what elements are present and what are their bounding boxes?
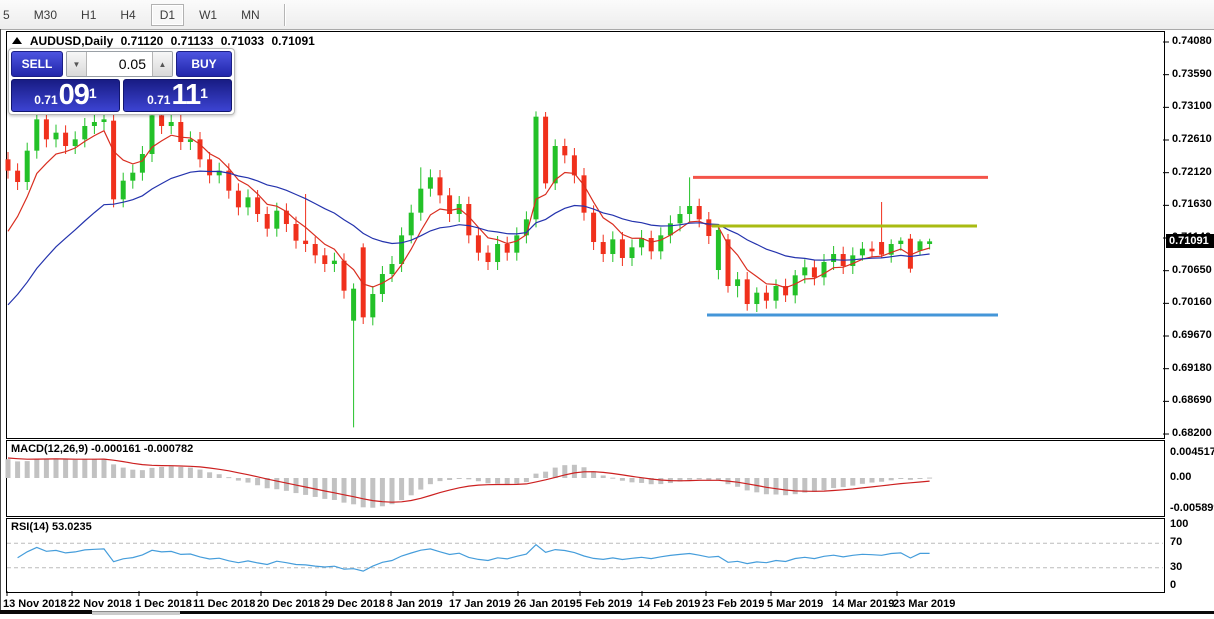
sell-button[interactable]: SELL	[11, 51, 63, 77]
volume-increase-button[interactable]: ▲	[152, 52, 172, 76]
sell-price-small: 0.71	[34, 93, 58, 107]
hscroll-segment-left[interactable]	[0, 610, 92, 614]
volume-input[interactable]	[87, 52, 152, 76]
symbol-period-label: AUDUSD,Daily	[29, 34, 114, 48]
macd-axis-label: 0.00	[1170, 471, 1192, 483]
price-axis-label: 0.68690	[1172, 394, 1212, 407]
macd-signal-value: -0.000782	[143, 443, 194, 455]
price-axis-label: 0.69180	[1172, 361, 1212, 374]
current-price-tag: 0.71091	[1166, 234, 1214, 249]
symbol-expand-icon[interactable]	[12, 37, 22, 44]
time-axis-label: 23 Mar 2019	[893, 598, 956, 610]
price-axis-label: 0.72120	[1172, 165, 1212, 178]
price-axis-label: 0.70650	[1172, 263, 1212, 276]
chart-header: AUDUSD,Daily 0.71120 0.71133 0.71033 0.7…	[12, 34, 319, 48]
rsi-axis-label: 30	[1170, 560, 1183, 573]
price-axis-label: 0.72610	[1172, 133, 1212, 145]
price-axis-label: 0.74080	[1172, 35, 1212, 47]
buy-price-small: 0.71	[147, 93, 171, 107]
rsi-panel-area[interactable]	[6, 518, 1165, 593]
ohlc-close: 0.71091	[271, 34, 315, 48]
sell-price-box[interactable]: 0.71 09 1	[11, 79, 120, 112]
time-axis-label: 14 Mar 2019	[832, 598, 895, 610]
tab-timeframe-w1[interactable]: W1	[199, 7, 218, 22]
toolbar-separator	[283, 3, 285, 26]
buy-price-big: 11	[171, 79, 201, 111]
price-axis-label: 0.71630	[1172, 198, 1212, 211]
macd-label: MACD(12,26,9) -0.000161 -0.000782	[11, 443, 194, 455]
time-axis-label: 29 Dec 2018	[322, 598, 385, 610]
time-axis-label: 23 Feb 2019	[702, 598, 765, 610]
price-axis-label: 0.73590	[1172, 67, 1212, 80]
rsi-axis-label: 70	[1170, 536, 1183, 549]
price-axis-label: 0.73100	[1172, 100, 1212, 113]
rsi-axis-label: 0	[1170, 579, 1177, 591]
tab-timeframe-mn[interactable]: MN	[241, 7, 260, 22]
time-axis-label: 22 Nov 2018	[68, 598, 132, 610]
tab-timeframe-d1[interactable]: D1	[150, 3, 185, 26]
window-left-border	[0, 29, 1, 614]
macd-main-value: -0.000161	[91, 443, 141, 455]
sell-price-big: 09	[58, 79, 90, 111]
rsi-axis-label: 100	[1170, 518, 1189, 530]
price-axis-label: 0.68200	[1172, 427, 1212, 440]
rsi-label: RSI(14) 53.0235	[11, 521, 92, 533]
price-axis-label: 0.69670	[1172, 329, 1212, 341]
timeframe-toolbar: 5 M30 H1 H4 D1 W1 MN	[0, 0, 1214, 30]
rsi-value: 53.0235	[51, 521, 92, 533]
time-axis-label: 5 Feb 2019	[576, 598, 633, 610]
time-axis-label: 20 Dec 2018	[257, 598, 320, 610]
hscroll-segment-right[interactable]	[180, 611, 1214, 614]
sell-price-sup: 1	[88, 85, 97, 101]
ohlc-high: 0.71133	[170, 34, 214, 48]
time-axis-label: 14 Feb 2019	[638, 598, 701, 610]
macd-axis-label: 0.004517	[1170, 446, 1214, 458]
one-click-trading-panel: SELL ▼ ▲ BUY 0.71 09 1 0.71 11 1	[8, 48, 235, 115]
time-axis-label: 17 Jan 2019	[449, 598, 511, 610]
hscroll-thumb[interactable]	[92, 611, 180, 615]
time-axis-label: 1 Dec 2018	[135, 598, 192, 610]
tab-timeframe-m30[interactable]: M30	[33, 7, 58, 22]
volume-stepper: ▼ ▲	[66, 51, 173, 77]
time-axis-label: 8 Jan 2019	[387, 598, 443, 610]
price-axis-label: 0.70160	[1172, 296, 1212, 309]
buy-price-sup: 1	[200, 85, 208, 101]
time-axis-label: 13 Nov 2018	[3, 598, 67, 610]
tab-timeframe-h1[interactable]: H1	[81, 7, 97, 22]
buy-button[interactable]: BUY	[176, 51, 232, 77]
time-axis-label: 11 Dec 2018	[193, 598, 256, 610]
ohlc-open: 0.71120	[120, 34, 164, 48]
tab-timeframe-h4[interactable]: H4	[120, 7, 136, 22]
time-axis-label: 26 Jan 2019	[514, 598, 576, 610]
time-axis-label: 5 Mar 2019	[767, 598, 824, 610]
tab-timeframe-m5[interactable]: 5	[3, 7, 10, 22]
macd-axis-label: -0.005899	[1170, 502, 1214, 514]
volume-decrease-button[interactable]: ▼	[67, 52, 87, 76]
buy-price-box[interactable]: 0.71 11 1	[123, 79, 232, 112]
ohlc-low: 0.71033	[220, 34, 265, 48]
